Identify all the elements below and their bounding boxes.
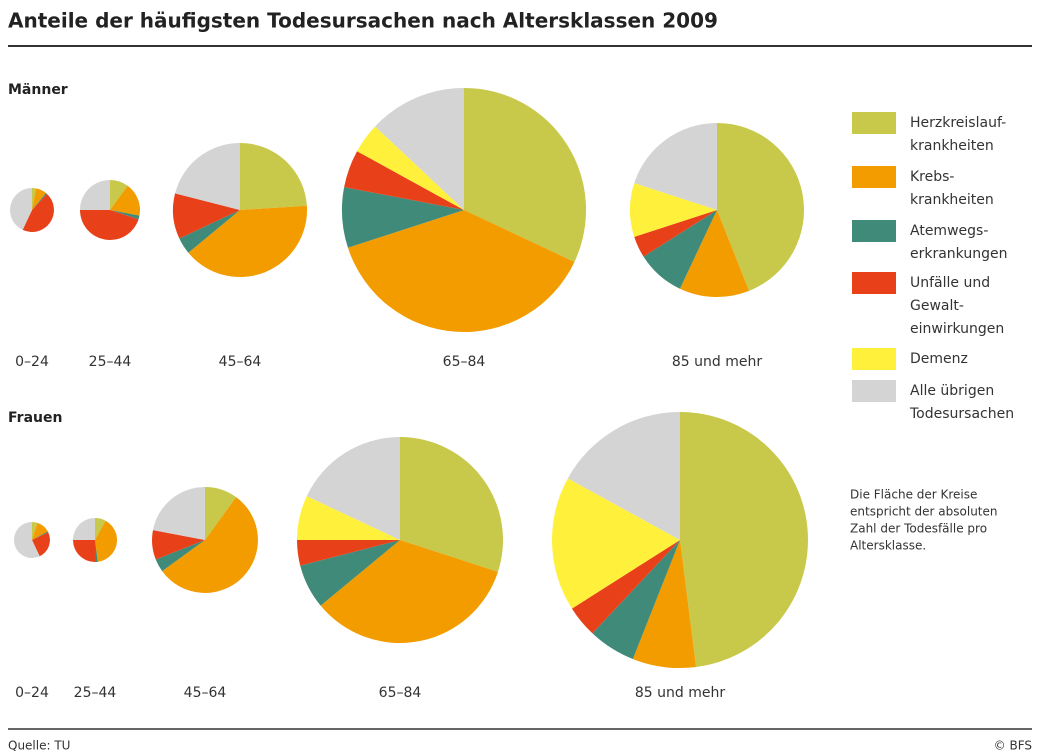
pie-label: 0–24 <box>15 354 49 370</box>
pie-label: 25–44 <box>74 685 117 701</box>
legend-swatch <box>852 272 896 294</box>
pie-slice <box>306 436 400 540</box>
pie-label: 85 und mehr <box>672 354 762 370</box>
pie-slice <box>95 540 98 562</box>
pie-slice <box>10 188 32 230</box>
legend-swatch <box>852 166 896 188</box>
pie-slice <box>110 180 128 210</box>
pie-slice <box>679 210 750 298</box>
pie-slice <box>14 522 40 558</box>
note: Die Fläche der Kreise <box>850 488 977 502</box>
legend-label: erkrankungen <box>910 246 1007 262</box>
pie-slice <box>172 193 240 239</box>
pie-slice <box>188 205 308 278</box>
legend-swatch <box>852 220 896 242</box>
pie-slice <box>680 412 808 667</box>
pie-label: 25–44 <box>89 354 132 370</box>
pie-label: 45–64 <box>219 354 262 370</box>
group-title: Frauen <box>8 410 62 426</box>
legend-label: Unfälle und <box>910 275 990 291</box>
pie-slice <box>73 518 95 540</box>
pie-slice <box>357 126 464 210</box>
pie-slice <box>296 496 400 540</box>
pie-slice <box>32 522 48 540</box>
legend-label: Alle übrigen <box>910 383 994 399</box>
pie-slice <box>32 188 37 210</box>
pie-slice <box>152 530 205 560</box>
pie-label: 0–24 <box>15 685 49 701</box>
pie-slice <box>240 142 307 210</box>
pie-slice <box>717 122 805 291</box>
legend-swatch <box>852 348 896 370</box>
legend-label: Demenz <box>910 351 968 367</box>
source: Quelle: TU <box>8 739 70 753</box>
legend-label: Todesursachen <box>909 406 1014 422</box>
chart-title: Anteile der häufigsten Todesursachen nac… <box>8 9 718 33</box>
pie-slice <box>155 540 205 572</box>
pie-slice <box>32 193 48 210</box>
credit: © BFS <box>994 739 1032 753</box>
legend-swatch <box>852 112 896 134</box>
pie-slice <box>80 180 110 210</box>
pie-label: 85 und mehr <box>635 685 725 701</box>
pie-slice <box>634 210 717 257</box>
pie-slice <box>634 122 717 210</box>
pie-slice <box>152 487 205 540</box>
pie-slice <box>629 183 717 237</box>
pie-slice <box>175 142 240 210</box>
legend-swatch <box>852 380 896 402</box>
pie-slice <box>300 540 400 606</box>
pie-slice <box>205 487 237 540</box>
pie-slice <box>179 210 240 253</box>
pie-slice <box>110 210 140 220</box>
pie-slice <box>32 188 47 210</box>
pie-slice <box>347 210 575 333</box>
pie-slice <box>632 540 697 668</box>
pie-slice <box>400 436 504 572</box>
pie-slice <box>375 87 464 210</box>
pie-slice <box>567 412 680 540</box>
pie-slice <box>341 187 464 248</box>
legend-label: Gewalt- <box>910 298 964 314</box>
pie-slice <box>32 532 50 557</box>
pie-slice <box>95 520 117 562</box>
pie-slice <box>296 540 400 566</box>
pie-slice <box>95 518 106 540</box>
pie-slice <box>643 210 717 289</box>
legend-label: einwirkungen <box>910 321 1004 337</box>
pie-slice <box>552 478 680 609</box>
pie-slice <box>320 540 498 644</box>
pie-label: 65–84 <box>443 354 486 370</box>
pie-slice <box>22 193 54 232</box>
pie-slice <box>32 531 49 540</box>
pie-slice <box>464 87 587 262</box>
group-title: Männer <box>8 82 68 98</box>
pie-slice <box>344 151 464 210</box>
pie-slice <box>110 185 140 216</box>
pie-label: 45–64 <box>184 685 227 701</box>
pie-slice <box>32 522 38 540</box>
legend-label: Herzkreislauf- <box>910 115 1006 131</box>
legend-label: krankheiten <box>910 192 994 208</box>
pie-slice <box>162 497 258 593</box>
note: Zahl der Todesfälle pro <box>850 522 987 536</box>
pie-slice <box>592 540 680 660</box>
legend-label: Atemwegs- <box>910 223 988 239</box>
note: entspricht der absoluten <box>850 505 998 519</box>
legend-label: Krebs- <box>910 169 954 185</box>
legend-label: krankheiten <box>910 138 994 154</box>
pie-slice <box>571 540 680 634</box>
pie-slice <box>73 540 95 562</box>
note: Altersklasse. <box>850 539 926 553</box>
pie-slice <box>80 210 139 240</box>
pie-label: 65–84 <box>379 685 422 701</box>
